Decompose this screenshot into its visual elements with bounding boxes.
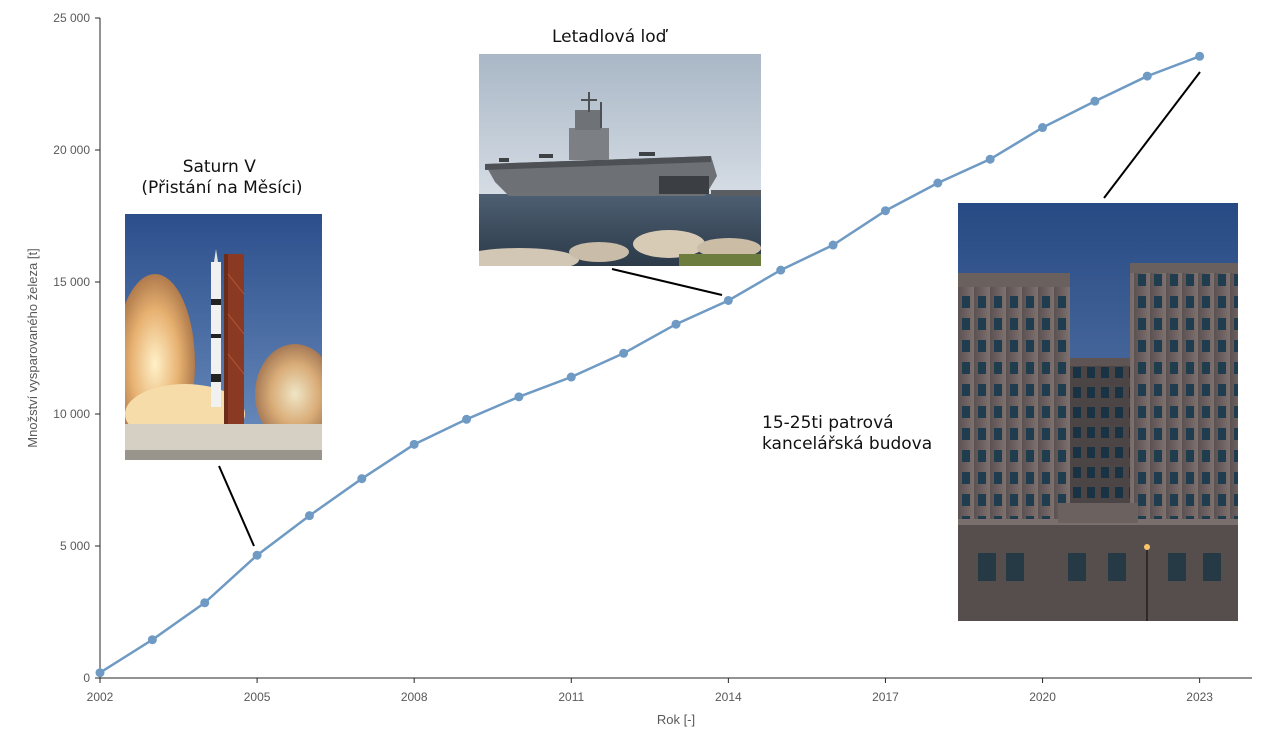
x-axis-ticks: 2002 2005 2008 2011 2014 2017 2020 2023 (87, 678, 1213, 704)
office-building-label: 15-25ti patrová kancelářská budova (762, 413, 933, 454)
data-point (985, 154, 995, 164)
data-point (723, 295, 733, 305)
saturn-callout-line (218, 465, 255, 547)
data-point (671, 319, 681, 329)
x-tick-label: 2002 (87, 690, 114, 704)
data-point (147, 635, 157, 645)
x-axis-title: Rok [-] (657, 712, 695, 727)
y-tick-label: 25 000 (53, 11, 90, 25)
y-tick-label: 0 (83, 671, 90, 685)
y-axis-ticks: 0 5 000 10 000 15 000 20 000 25 000 (53, 11, 100, 685)
x-tick-label: 2020 (1029, 690, 1056, 704)
data-point (828, 240, 838, 250)
y-tick-label: 5 000 (60, 539, 90, 553)
y-tick-label: 10 000 (53, 407, 90, 421)
data-point (619, 348, 629, 358)
data-point (357, 474, 367, 484)
data-point (566, 372, 576, 382)
data-point (1142, 71, 1152, 81)
building-callout-line (1103, 71, 1201, 199)
data-point (462, 414, 472, 424)
data-point (200, 598, 210, 608)
data-point (880, 206, 890, 216)
aircraft-carrier-photo (479, 54, 761, 266)
y-axis-title: Množství vysparovaného železa [t] (25, 248, 40, 447)
data-point (1090, 96, 1100, 106)
data-point (1038, 123, 1048, 133)
x-tick-label: 2014 (715, 690, 742, 704)
data-point (304, 511, 314, 521)
office-building-photo (958, 203, 1238, 621)
series-points (95, 51, 1205, 678)
data-point (95, 668, 105, 678)
saturn-v-launch-photo (125, 214, 322, 460)
data-point (933, 178, 943, 188)
data-point (514, 392, 524, 402)
y-tick-label: 15 000 (53, 275, 90, 289)
carrier-callout-line (611, 268, 723, 296)
data-point (1195, 51, 1205, 61)
saturn-v-label: Saturn V (Přistání na Měsíci) (141, 157, 303, 198)
data-point (252, 550, 262, 560)
x-tick-label: 2011 (558, 690, 584, 704)
x-tick-label: 2008 (401, 690, 428, 704)
y-tick-label: 20 000 (53, 143, 90, 157)
data-point (409, 439, 419, 449)
data-point (776, 265, 786, 275)
x-tick-label: 2005 (244, 690, 271, 704)
series-line (99, 55, 1201, 674)
x-tick-label: 2023 (1186, 690, 1213, 704)
aircraft-carrier-label: Letadlová loď (552, 27, 667, 47)
x-tick-label: 2017 (872, 690, 899, 704)
